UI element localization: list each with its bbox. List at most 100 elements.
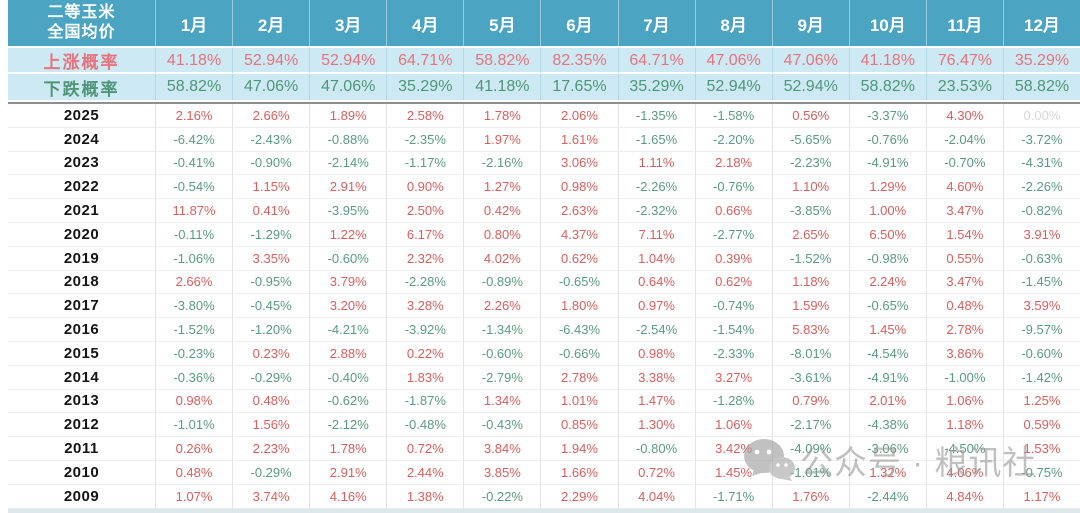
year-label-2010: 2010 [63, 463, 100, 481]
table-row-2020: 2020 -0.11% -1.29% 1.22% 6.17% 0.80% 4.37% 7.11… [8, 222, 1080, 247]
value-2013-m2: 0.48% [232, 389, 309, 413]
value-2019-m4: 2.32% [386, 246, 463, 270]
rise-prob-m12: 35.29% [1002, 48, 1080, 73]
table-row-2025: 2025 2.16% 2.66% 1.89% 2.58% 1.78% 2.06% -1.35%… [8, 104, 1080, 128]
value-2018-m1: 2.66% [155, 270, 232, 294]
value-2013-m7: 1.47% [617, 389, 695, 413]
value-2021-m12: -0.82% [1002, 199, 1080, 222]
value-2015-m2: 0.23% [232, 341, 309, 365]
value-2016-m4: -3.92% [386, 318, 463, 341]
rise-prob-m3: 52.94% [309, 48, 386, 73]
value-2009-m3: 4.16% [309, 484, 386, 508]
table-row-2019: 2019 -1.06% 3.35% -0.60% 2.32% 4.02% 0.62% 1.04… [8, 246, 1080, 271]
month-header-9: 9月 [771, 0, 849, 46]
value-2009-m4: 1.38% [386, 484, 463, 508]
table-bottom-strip [8, 508, 1080, 513]
value-2021-m3: -3.95% [309, 199, 386, 222]
fall-prob-m3: 47.06% [309, 74, 386, 100]
table-row-2009: 2009 1.07% 3.74% 4.16% 1.38% -0.22% 2.29% 4.04%… [8, 484, 1080, 509]
year-label-2009: 2009 [63, 487, 100, 505]
year-label-2018: 2018 [63, 273, 100, 291]
value-2010-m1: 0.48% [155, 460, 232, 484]
value-2022-m2: 1.15% [232, 175, 309, 199]
value-2018-m5: -0.89% [463, 270, 540, 294]
value-2025-m9: 0.56% [771, 104, 849, 127]
value-2013-m4: -1.87% [386, 389, 463, 413]
month-header-5: 5月 [463, 0, 540, 46]
value-2013-m5: 1.34% [463, 389, 540, 413]
table-row-2024: 2024 -6.42% -2.43% -0.88% -2.35% 1.97% 1.61% -1… [8, 127, 1080, 152]
value-2014-m4: 1.83% [386, 365, 463, 389]
value-2017-m1: -3.80% [155, 294, 232, 318]
value-2022-m3: 2.91% [309, 175, 386, 199]
value-2011-m12: 1.53% [1002, 437, 1080, 460]
value-2018-m6: -0.65% [540, 270, 617, 294]
value-2019-m1: -1.06% [155, 246, 232, 270]
value-2017-m8: -0.74% [694, 294, 772, 318]
value-2022-m9: 1.10% [771, 175, 849, 199]
value-2020-m10: 6.50% [848, 222, 926, 246]
value-2013-m6: 1.01% [540, 389, 617, 413]
price-change-table: 二等玉米 全国均价 1月 2月 3月 4月 5月 6月 7月 8月 9月 10月 11月 12月 上涨… [8, 0, 1080, 513]
fall-prob-m8: 52.94% [694, 74, 772, 100]
value-2018-m7: 0.64% [617, 270, 695, 294]
value-2025-m11: 4.30% [925, 104, 1003, 127]
value-2011-m6: 1.94% [540, 437, 617, 460]
value-2009-m2: 3.74% [232, 484, 309, 508]
value-2015-m7: 0.98% [617, 341, 695, 365]
year-label-2023: 2023 [63, 154, 100, 172]
corner-title-line1: 二等玉米 [47, 4, 116, 21]
value-2023-m5: -2.16% [463, 151, 540, 175]
value-2015-m6: -0.66% [540, 341, 617, 365]
value-2024-m12: -3.72% [1002, 127, 1080, 151]
value-2010-m3: 2.91% [309, 460, 386, 484]
year-label-2022: 2022 [63, 178, 100, 196]
value-2015-m9: -8.01% [771, 341, 849, 365]
value-2015-m11: 3.86% [925, 341, 1003, 365]
value-2012-m8: 1.06% [694, 413, 772, 437]
value-2012-m7: 1.30% [617, 413, 695, 437]
rise-prob-m10: 41.18% [848, 48, 926, 73]
value-2025-m3: 1.89% [309, 104, 386, 127]
value-2017-m11: 0.48% [925, 294, 1003, 318]
value-2020-m7: 7.11% [617, 222, 695, 246]
value-2015-m12: -0.60% [1002, 341, 1080, 365]
rise-prob-m9: 47.06% [771, 48, 849, 73]
year-label-2024: 2024 [63, 130, 100, 148]
value-2023-m11: -0.70% [925, 151, 1003, 175]
value-2024-m1: -6.42% [155, 127, 232, 151]
month-header-11: 11月 [925, 0, 1003, 46]
fall-prob-m1: 58.82% [155, 74, 232, 100]
value-2010-m6: 1.66% [540, 460, 617, 484]
value-2024-m11: -2.04% [925, 127, 1003, 151]
value-2011-m10: -3.06% [848, 437, 926, 460]
month-header-6: 6月 [540, 0, 617, 46]
value-2021-m7: -2.32% [617, 199, 695, 222]
value-2022-m7: -2.26% [617, 175, 695, 199]
value-2020-m5: 0.80% [463, 222, 540, 246]
value-2024-m9: -5.65% [771, 127, 849, 151]
value-2019-m11: 0.55% [925, 246, 1003, 270]
value-2023-m10: -4.91% [848, 151, 926, 175]
month-header-7: 7月 [617, 0, 695, 46]
rise-probability-label: 上涨概率 [43, 53, 120, 72]
table-row-2013: 2013 0.98% 0.48% -0.62% -1.87% 1.34% 1.01% 1.47… [8, 389, 1080, 414]
value-2014-m2: -0.29% [232, 365, 309, 389]
value-2024-m5: 1.97% [463, 127, 540, 151]
value-2013-m11: 1.06% [925, 389, 1003, 413]
value-2021-m8: 0.66% [694, 199, 772, 222]
value-2013-m3: -0.62% [309, 389, 386, 413]
value-2011-m2: 2.23% [232, 437, 309, 460]
year-label-2021: 2021 [63, 202, 100, 220]
table-row-2022: 2022 -0.54% 1.15% 2.91% 0.90% 1.27% 0.98% -2.26… [8, 175, 1080, 200]
value-2023-m9: -2.23% [771, 151, 849, 175]
value-2019-m9: -1.52% [771, 246, 849, 270]
value-2020-m1: -0.11% [155, 222, 232, 246]
value-2021-m2: 0.41% [232, 199, 309, 222]
value-2018-m12: -1.45% [1002, 270, 1080, 294]
value-2024-m2: -2.43% [232, 127, 309, 151]
rise-prob-m11: 76.47% [925, 48, 1003, 73]
value-2009-m9: 1.76% [771, 484, 849, 508]
value-2012-m1: -1.01% [155, 413, 232, 437]
value-2016-m9: 5.83% [771, 318, 849, 341]
